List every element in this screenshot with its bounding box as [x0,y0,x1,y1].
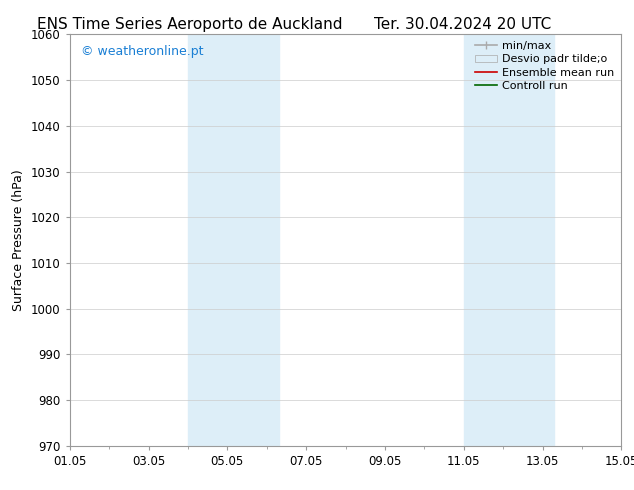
Legend: min/max, Desvio padr tilde;o, Ensemble mean run, Controll run: min/max, Desvio padr tilde;o, Ensemble m… [470,37,619,96]
Text: Ter. 30.04.2024 20 UTC: Ter. 30.04.2024 20 UTC [374,17,552,32]
Title: ENS Time Series Aeroporto de Auckland    Ter. 30.04.2024 20 UTC: ENS Time Series Aeroporto de Auckland Te… [0,489,1,490]
Bar [188,34,278,446]
Y-axis label: Surface Pressure (hPa): Surface Pressure (hPa) [13,169,25,311]
Text: © weatheronline.pt: © weatheronline.pt [81,45,204,58]
Text: ENS Time Series Aeroporto de Auckland: ENS Time Series Aeroporto de Auckland [37,17,343,32]
Bar [463,34,554,446]
